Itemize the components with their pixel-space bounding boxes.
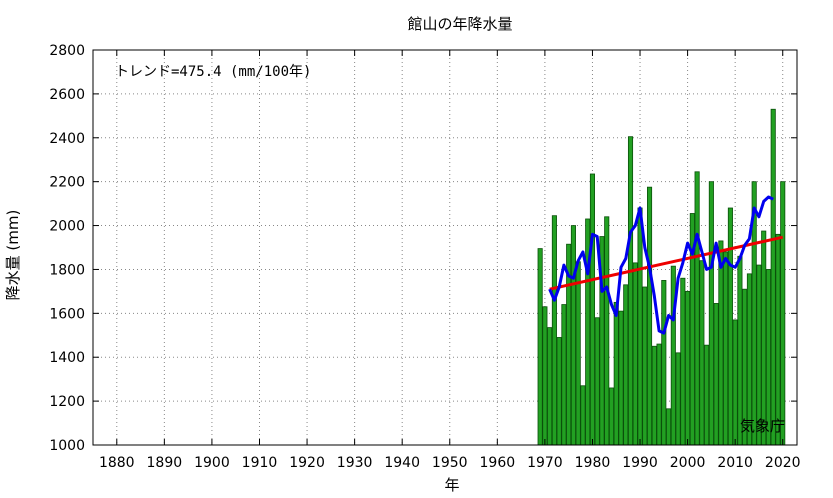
- precipitation-bar: [542, 306, 548, 446]
- x-tick-label: 1990: [622, 455, 658, 471]
- precipitation-bar: [780, 181, 786, 446]
- precipitation-bar: [575, 261, 581, 446]
- grid-layer: [93, 50, 797, 445]
- precipitation-bar: [608, 387, 615, 446]
- precipitation-bar: [713, 303, 719, 446]
- precipitation-bar: [618, 310, 624, 446]
- precipitation-bar: [666, 408, 672, 446]
- y-tick-label: 1000: [49, 438, 85, 454]
- y-axis-label: 降水量 (mm): [4, 210, 22, 301]
- precipitation-bar: [647, 186, 653, 446]
- tick-layer: 1000 1200 1400 1600 1800 2000 2200 2400 2600 2800…: [49, 43, 800, 471]
- precipitation-bar: [670, 265, 676, 446]
- y-tick-label: 2200: [49, 175, 85, 191]
- plot-frame: [92, 49, 798, 446]
- precipitation-bar: [556, 337, 562, 446]
- precipitation-bar: [627, 136, 634, 446]
- precipitation-bar: [632, 262, 638, 446]
- precipitation-bar: [570, 225, 576, 446]
- precipitation-bar: [699, 260, 705, 446]
- x-tick-label: 2000: [670, 455, 706, 471]
- precipitation-bar: [613, 301, 619, 446]
- y-tick-label: 2400: [49, 131, 85, 147]
- x-tick-label: 2010: [717, 455, 753, 471]
- precipitation-bar: [761, 230, 767, 446]
- x-tick-label: 1970: [527, 455, 563, 471]
- precipitation-bar: [580, 385, 586, 446]
- precipitation-bar: [637, 207, 643, 446]
- precipitation-bar: [675, 352, 681, 446]
- precipitation-bar: [723, 251, 729, 446]
- x-tick-label: 1980: [575, 455, 611, 471]
- y-tick-label: 2600: [49, 87, 85, 103]
- y-tick-label: 2000: [49, 219, 85, 235]
- precipitation-bar: [704, 344, 710, 446]
- precipitation-bar: [537, 248, 543, 446]
- precipitation-bar: [775, 233, 781, 446]
- trend-label: トレンド=475.4 (mm/100年): [115, 64, 311, 80]
- x-tick-label: 1960: [480, 455, 516, 471]
- precipitation-bar: [604, 216, 610, 446]
- precipitation-bar: [642, 286, 648, 446]
- x-tick-label: 1910: [242, 455, 278, 471]
- x-tick-label: 2020: [765, 455, 801, 471]
- precipitation-bar: [594, 317, 600, 446]
- y-tick-label: 1200: [49, 394, 85, 410]
- y-tick-label: 1600: [49, 306, 85, 322]
- precipitation-bar: [661, 280, 667, 446]
- precipitation-bar: [685, 290, 691, 446]
- x-tick-label: 1930: [337, 455, 373, 471]
- source-label: 気象庁: [740, 417, 785, 435]
- x-tick-label: 1940: [384, 455, 420, 471]
- precipitation-bar: [623, 284, 629, 446]
- y-tick-label: 1400: [49, 350, 85, 366]
- precipitation-bar: [551, 215, 557, 446]
- precipitation-bar: [708, 181, 714, 446]
- precipitation-bar: [718, 240, 724, 446]
- moving-average-line: [548, 195, 774, 335]
- chart-title: 館山の年降水量: [407, 15, 512, 33]
- y-tick-label: 2800: [49, 43, 85, 59]
- precipitation-bar: [694, 171, 700, 446]
- bar-layer: [537, 108, 786, 446]
- precipitation-bar: [589, 173, 595, 446]
- x-tick-label: 1950: [432, 455, 468, 471]
- x-tick-label: 1880: [99, 455, 135, 471]
- precipitation-bar: [680, 277, 686, 446]
- y-tick-label: 1800: [49, 262, 85, 278]
- line-layer: [548, 195, 784, 335]
- x-tick-label: 1890: [147, 455, 183, 471]
- x-axis-label: 年: [444, 476, 459, 494]
- precipitation-bar: [727, 207, 733, 446]
- precipitation-bar: [651, 345, 657, 446]
- precipitation-bar: [732, 319, 738, 446]
- precipitation-bar: [770, 108, 776, 446]
- x-tick-label: 1920: [289, 455, 325, 471]
- x-tick-label: 1900: [194, 455, 230, 471]
- precipitation-bar: [561, 304, 567, 446]
- precipitation-bar: [656, 343, 662, 446]
- precipitation-bar: [547, 327, 553, 446]
